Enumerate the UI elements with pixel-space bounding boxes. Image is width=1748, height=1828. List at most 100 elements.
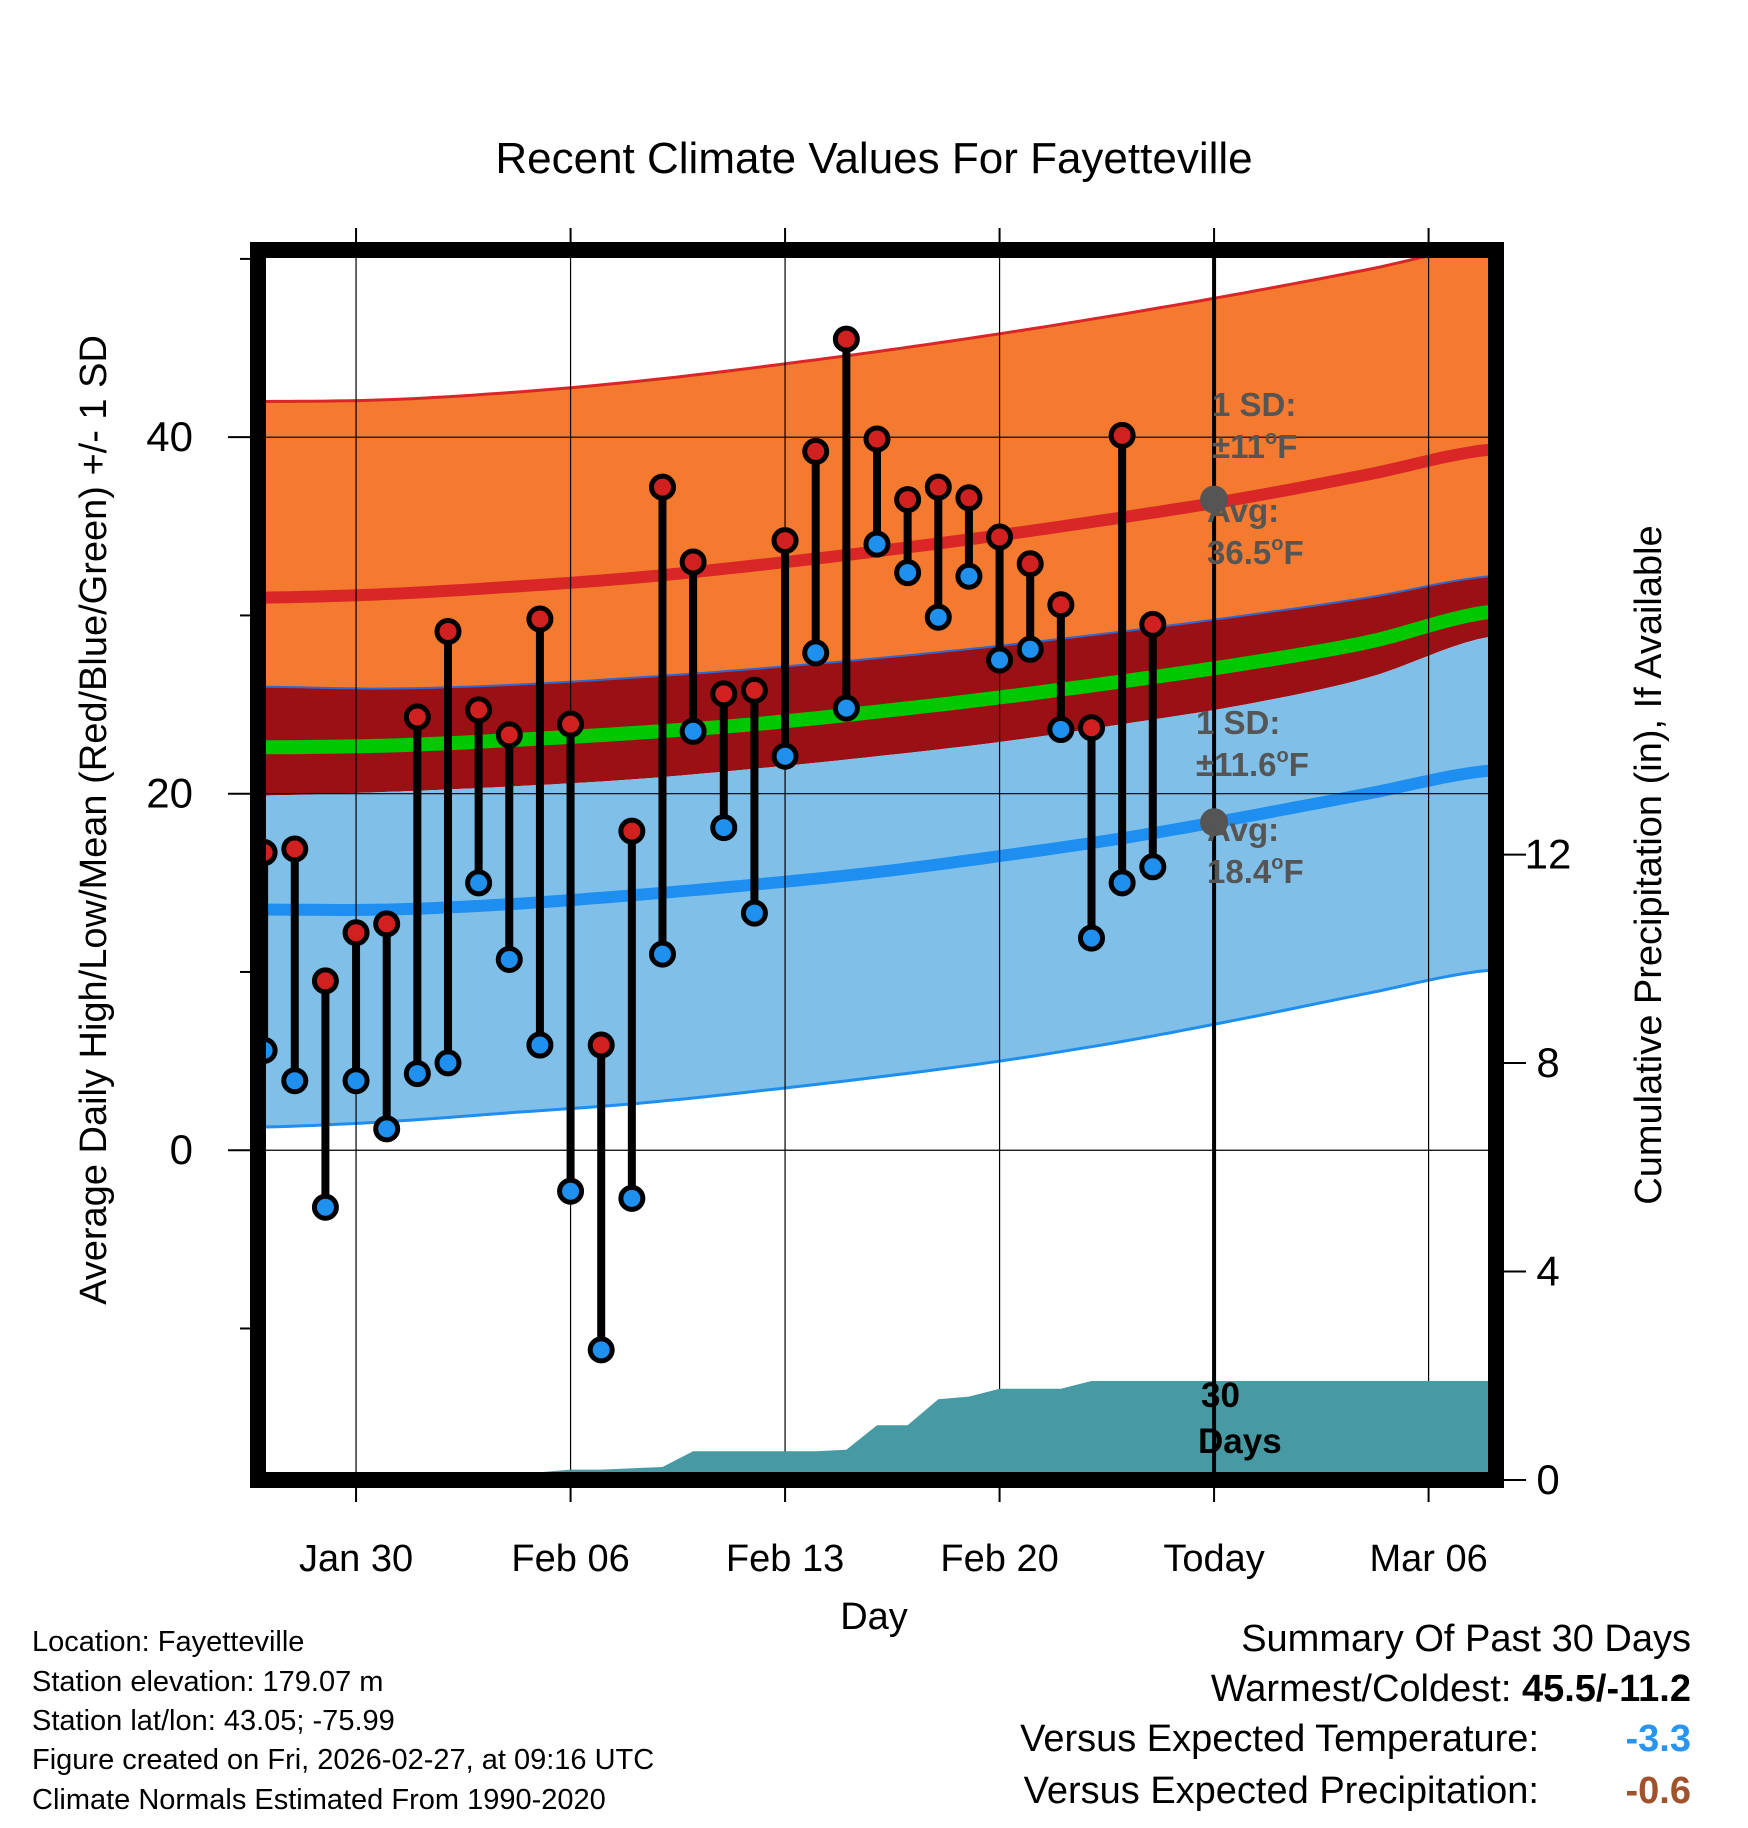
today-high-avg-marker: [1200, 485, 1229, 514]
low-point: [740, 899, 768, 927]
high-point: [924, 473, 952, 501]
high-upper-line: [264, 250, 1464, 403]
precip-area: [264, 1381, 1496, 1480]
x-tick-label: Feb 20: [940, 1538, 1058, 1580]
high-point: [465, 696, 493, 724]
y-tick-label: 20: [146, 770, 193, 817]
high-point: [648, 473, 676, 501]
info-latlon: Station lat/lon: 43.05; -75.99: [32, 1705, 395, 1737]
low-point: [526, 1031, 554, 1059]
plot-frame: [250, 242, 1504, 1488]
low-point: [1139, 853, 1167, 881]
low-point: [557, 1177, 585, 1205]
low-lower-line: [264, 968, 1491, 1129]
high-point: [1139, 610, 1167, 638]
summary-precipitation: Versus Expected Precipitation: -0.6: [1024, 1770, 1691, 1813]
plot-overlay: 1 SD: ±11oF Avg: 36.5oF 1 SD: ±11.6oF Avg: 18.4…: [73, 228, 1670, 1638]
high-sd-label: 1 SD:: [1212, 386, 1296, 423]
low-avg-label: Avg:: [1207, 811, 1279, 848]
y-axis-label: Average Daily High/Low/Mean (Red/Blue/Gr…: [73, 335, 115, 1305]
low-point: [710, 814, 738, 842]
x-tick-label: Jan 30: [299, 1538, 413, 1580]
temperature-label: Versus Expected Temperature:: [1020, 1718, 1539, 1760]
high-point: [710, 680, 738, 708]
high-point: [832, 325, 860, 353]
high-point: [771, 527, 799, 555]
low-point: [465, 869, 493, 897]
x-tick-label: Feb 13: [726, 1538, 844, 1580]
high-sd-annotation: 1 SD: ±11oF: [1212, 386, 1297, 465]
low-point: [587, 1336, 615, 1364]
high-avg-value: 36.5oF: [1207, 533, 1304, 571]
low-avg-annotation: Avg: 18.4oF: [1207, 811, 1304, 890]
warmest-label: Warmest/Coldest:: [1210, 1668, 1512, 1710]
low-point: [434, 1049, 462, 1077]
high-point: [955, 484, 983, 512]
warmest-value: 45.5/-11.2: [1521, 1668, 1691, 1710]
precip-days-number: 30: [1201, 1376, 1240, 1415]
precip-days-label: Days: [1198, 1422, 1282, 1461]
low-point: [924, 603, 952, 631]
y2-axis-label: Cumulative Precipitation (in), If Availa…: [1628, 525, 1670, 1204]
low-point: [403, 1060, 431, 1088]
high-lower-line: [264, 575, 1491, 690]
temperature-value: -3.3: [1625, 1718, 1691, 1760]
low-point: [618, 1184, 646, 1212]
info-location: Location: Fayetteville: [32, 1626, 305, 1658]
low-point: [281, 1067, 309, 1095]
precipitation-value: -0.6: [1625, 1770, 1691, 1812]
low-point: [802, 639, 830, 667]
low-sd-label: 1 SD:: [1196, 704, 1280, 741]
high-point: [342, 919, 370, 947]
low-point: [771, 742, 799, 770]
high-point: [1047, 591, 1075, 619]
y2-tick-label: 12: [1525, 831, 1572, 878]
high-point: [587, 1031, 615, 1059]
mean-line: [264, 604, 1491, 755]
summary-warmest: Warmest/Coldest: 45.5/-11.2: [1211, 1668, 1691, 1711]
high-point: [281, 835, 309, 863]
low-point: [679, 717, 707, 745]
low-point: [1108, 869, 1136, 897]
high-point: [986, 523, 1014, 551]
x-axis-label: Day: [840, 1596, 908, 1638]
high-point: [1108, 421, 1136, 449]
high-point: [495, 721, 523, 749]
high-point: [526, 605, 554, 633]
high-point: [802, 437, 830, 465]
low-point: [1078, 924, 1106, 952]
y-tick-label: 0: [170, 1126, 193, 1173]
precipitation-label: Versus Expected Precipitation:: [1023, 1770, 1539, 1812]
summary-title: Summary Of Past 30 Days: [1241, 1618, 1691, 1660]
y2-tick-label: 4: [1536, 1248, 1559, 1295]
high-point: [740, 676, 768, 704]
y2-tick-label: 0: [1536, 1456, 1559, 1503]
low-point: [648, 940, 676, 968]
high-avg-label: Avg:: [1207, 492, 1279, 529]
high-point: [1016, 550, 1044, 578]
low-point: [955, 562, 983, 590]
low-point: [1047, 716, 1075, 744]
high-point: [311, 967, 339, 995]
high-point: [863, 425, 891, 453]
x-tick-label: Today: [1163, 1538, 1264, 1580]
low-sd-annotation: 1 SD: ±11.6oF: [1196, 704, 1309, 783]
summary-temperature: Versus Expected Temperature: -3.3: [1020, 1718, 1691, 1761]
info-normals: Climate Normals Estimated From 1990-2020: [32, 1784, 606, 1816]
y2-tick-label: 8: [1536, 1039, 1559, 1086]
high-point: [373, 910, 401, 938]
high-point: [618, 817, 646, 845]
high-point: [894, 486, 922, 514]
plot-area: [258, 250, 1496, 1480]
high-avg-annotation: Avg: 36.5oF: [1207, 492, 1304, 571]
today-low-avg-marker: [1200, 808, 1229, 837]
chart-title: Recent Climate Values For Fayetteville: [495, 134, 1252, 183]
low-point: [311, 1193, 339, 1221]
y-tick-label: 40: [146, 413, 193, 460]
info-created: Figure created on Fri, 2026-02-27, at 09…: [32, 1744, 655, 1776]
high-point: [1078, 714, 1106, 742]
low-point: [342, 1067, 370, 1095]
low-point: [832, 694, 860, 722]
high-point: [403, 703, 431, 731]
